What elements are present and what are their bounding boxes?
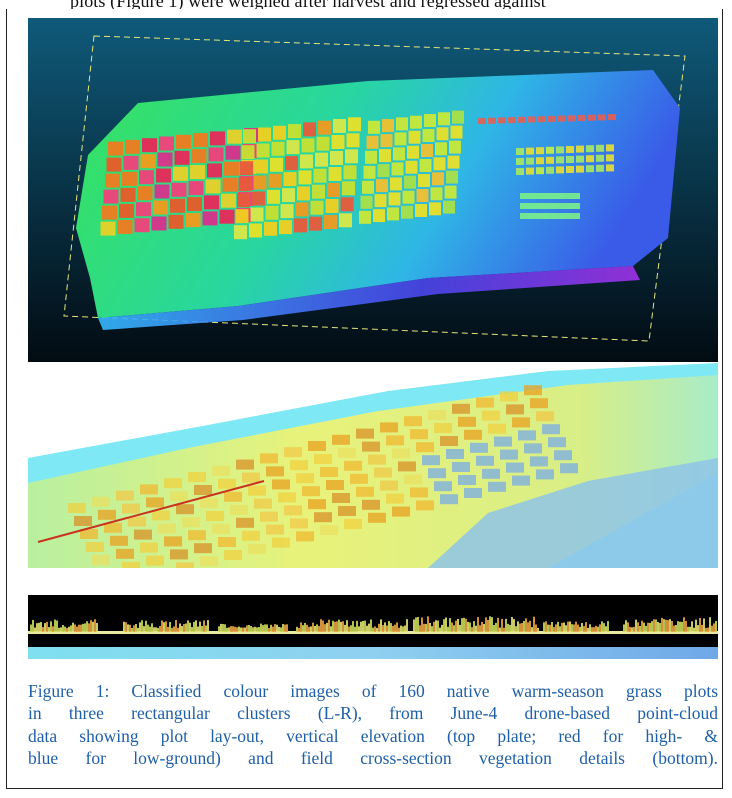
- caption-line-4: blue for low-ground) and field cross-sec…: [28, 748, 718, 769]
- figure-caption: Figure 1: Classified colour images of 16…: [28, 680, 718, 770]
- bounding-box: [63, 35, 686, 342]
- caption-line-1: Figure 1: Classified colour images of 16…: [28, 681, 718, 701]
- classified-point-cloud-image: [28, 363, 718, 568]
- figure-panel-elevation: [28, 18, 718, 362]
- figure-panel-cross-section: [28, 595, 718, 659]
- previous-text: plots (Figure 1) were weighed after harv…: [70, 0, 546, 9]
- cross-section-image: [28, 595, 718, 659]
- figure-frame: [6, 9, 723, 789]
- panel3-background: [28, 595, 718, 647]
- elevation-point-cloud-image: [28, 18, 718, 362]
- caption-line-3: data showing plot lay-out, vertical elev…: [28, 725, 718, 746]
- transect-line: [37, 480, 265, 543]
- caption-line-2: in three rectangular clusters (L-R), fro…: [28, 703, 718, 724]
- previous-text-line: plots (Figure 1) were weighed after harv…: [0, 0, 732, 9]
- figure-panel-classified: [28, 363, 718, 568]
